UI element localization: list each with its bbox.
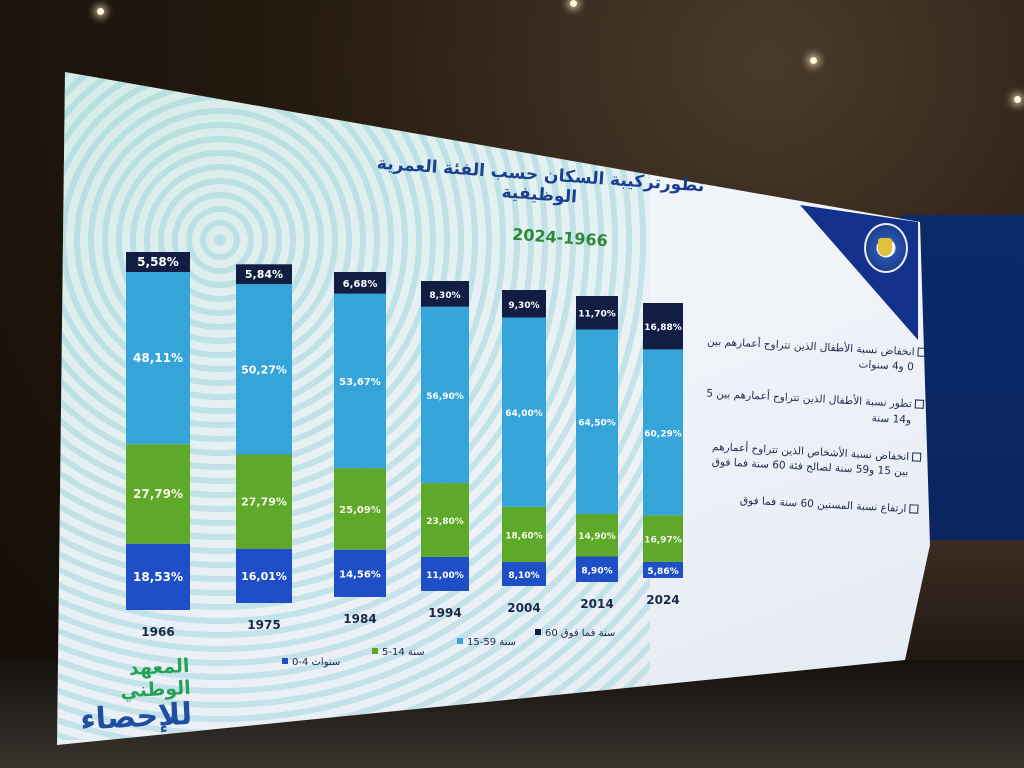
x-tick-label: 1966 — [141, 625, 174, 639]
bar-segment — [576, 513, 618, 557]
bar-segment — [236, 548, 292, 603]
x-tick-label: 1984 — [343, 612, 376, 626]
bar-segment — [576, 329, 618, 514]
logo-line-2: للإحصاء — [79, 696, 193, 738]
legend-swatch — [457, 638, 463, 644]
data-label: 5,58% — [137, 255, 179, 269]
bar-segment — [126, 271, 190, 445]
data-label: 5,86% — [647, 567, 678, 577]
bar-segment — [236, 454, 292, 549]
legend-swatch — [535, 629, 541, 635]
bar-segment — [421, 306, 469, 484]
note-text: ارتفاع نسبة المسنين 60 سنة فما فوق — [739, 494, 907, 516]
bar-segment — [236, 284, 292, 455]
data-label: 9,30% — [508, 301, 539, 311]
bar-segment — [502, 290, 546, 318]
legend-label: 5-14 سنة — [382, 647, 425, 658]
bar-segment — [236, 264, 292, 285]
data-label: 18,60% — [505, 532, 543, 542]
bar-segment — [643, 303, 683, 350]
data-label: 8,90% — [581, 566, 612, 576]
note-item: ارتفاع نسبة المسنين 60 سنة فما فوق — [696, 491, 919, 518]
bar-segment — [334, 272, 386, 294]
data-label: 50,27% — [241, 363, 287, 376]
ceiling-light — [1014, 96, 1021, 103]
bar-segment — [334, 468, 386, 550]
data-label: 48,11% — [133, 351, 183, 365]
checkbox-icon — [911, 452, 922, 462]
bar-segment — [502, 562, 546, 586]
data-label: 16,97% — [644, 536, 682, 546]
legend-swatch — [282, 658, 288, 664]
bar-segment — [126, 543, 190, 610]
ceiling-light — [570, 0, 577, 7]
data-label: 64,50% — [578, 419, 616, 429]
bar-segment — [576, 296, 618, 330]
note-text: تطور نسبة الأطفال الذين تتراوح أعمارهم ب… — [705, 387, 913, 426]
data-label: 16,88% — [644, 323, 682, 333]
x-tick-label: 2014 — [580, 597, 613, 611]
legend-label: 0-4 سنوات — [292, 657, 340, 668]
bar-segment — [334, 549, 386, 597]
x-tick-label: 1994 — [428, 606, 461, 620]
x-tick-label: 2004 — [507, 601, 540, 615]
data-label: 56,90% — [426, 392, 464, 402]
bar-segment — [576, 556, 618, 582]
bar-segment — [421, 556, 469, 591]
data-label: 6,68% — [343, 279, 378, 290]
legend-swatch — [372, 648, 378, 654]
note-item: تطور نسبة الأطفال الذين تتراوح أعمارهم ب… — [701, 387, 925, 429]
bar-segment — [643, 349, 683, 516]
ins-logo: المعهد الوطني للإحصاء — [64, 655, 193, 738]
data-label: 14,56% — [339, 569, 381, 580]
checkbox-icon — [909, 504, 919, 515]
data-label: 8,30% — [429, 291, 460, 301]
bar-segment — [126, 252, 190, 272]
data-label: 11,70% — [578, 310, 616, 320]
bar-segment — [126, 444, 190, 544]
coat-of-arms-emblem — [864, 223, 908, 273]
data-label: 8,10% — [508, 571, 539, 581]
data-label: 64,00% — [505, 409, 543, 419]
legend-label: 15-59 سنة — [467, 637, 516, 648]
data-label: 16,01% — [241, 570, 287, 583]
data-label: 11,00% — [426, 571, 464, 581]
data-label: 60,29% — [644, 429, 682, 439]
data-label: 23,80% — [426, 517, 464, 527]
data-label: 5,84% — [245, 268, 283, 281]
checkbox-icon — [917, 347, 927, 357]
legend-label: 60 سنة فما فوق — [545, 628, 615, 639]
data-label: 27,79% — [133, 487, 183, 501]
checkbox-icon — [914, 399, 925, 410]
data-label: 14,90% — [578, 532, 616, 542]
x-tick-label: 1975 — [247, 618, 280, 632]
bar-segment — [421, 483, 469, 557]
bar-segment — [421, 281, 469, 307]
bar-segment — [334, 293, 386, 469]
bar-segment — [643, 561, 683, 578]
bar-segment — [643, 515, 683, 562]
ceiling-light — [97, 8, 104, 15]
data-label: 18,53% — [133, 570, 183, 584]
data-label: 25,09% — [339, 505, 381, 516]
x-tick-label: 2024 — [646, 593, 679, 607]
data-label: 27,79% — [241, 496, 287, 509]
note-text: انخفاض نسبة الأشخاص الذين تتراوح أعمارهم… — [711, 440, 910, 479]
bar-segment — [502, 317, 546, 507]
note-item: انخفاض نسبة الأشخاص الذين تتراوح أعمارهم… — [698, 439, 922, 481]
notes-list: انخفاض نسبة الأطفال الذين تتراوح أعمارهم… — [695, 334, 927, 540]
data-label: 53,67% — [339, 377, 381, 388]
ceiling-light — [810, 57, 817, 64]
bar-segment — [502, 507, 546, 563]
